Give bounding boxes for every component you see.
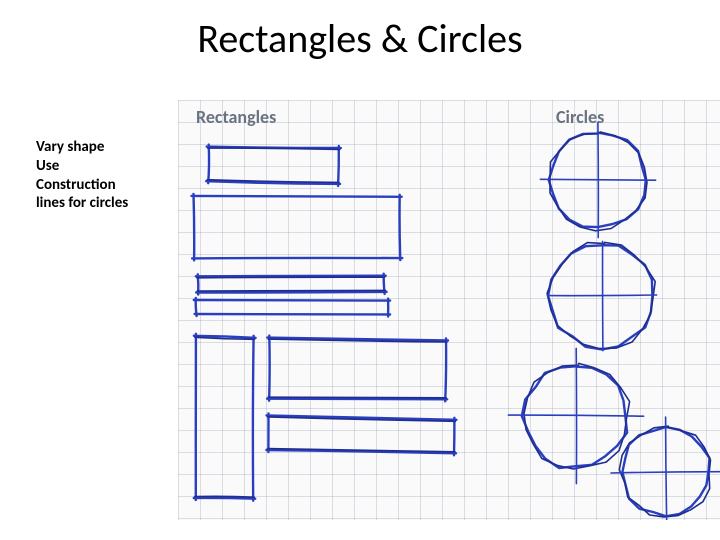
sidebar-notes: Vary shape Use Construction lines for ci… [36, 138, 176, 213]
sidebar-line: Construction [36, 176, 176, 195]
sketch-shapes [178, 100, 720, 520]
sidebar-line: Vary shape [36, 138, 176, 157]
drawing-grid: Rectangles Circles [178, 100, 720, 520]
sidebar-line: lines for circles [36, 194, 176, 213]
page-title: Rectangles & Circles [0, 14, 720, 63]
sidebar-line: Use [36, 157, 176, 176]
